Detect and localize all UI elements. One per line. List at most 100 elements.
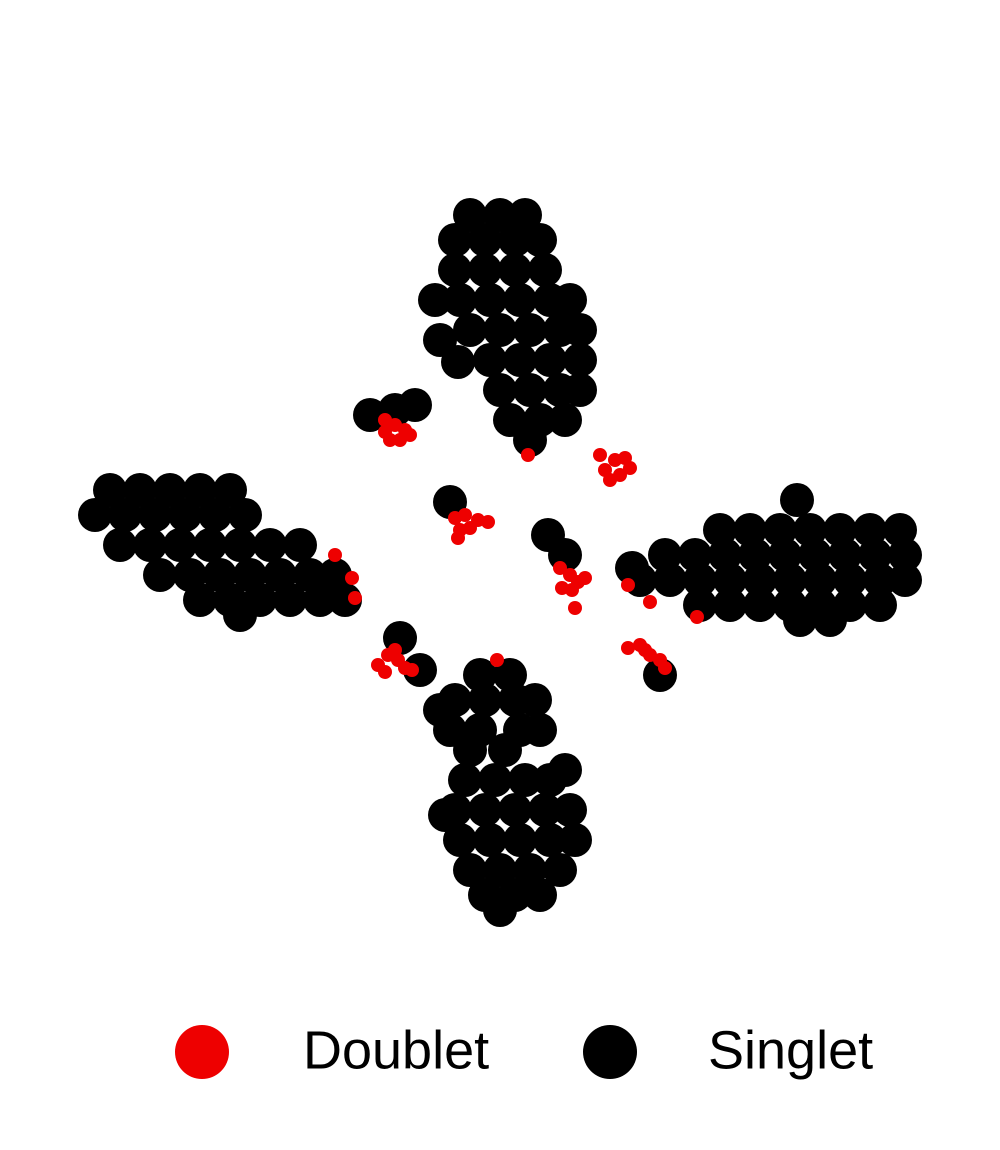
point <box>468 683 502 717</box>
point <box>553 283 587 317</box>
point <box>473 343 507 377</box>
point <box>388 643 402 657</box>
point <box>138 498 172 532</box>
point <box>593 448 607 462</box>
point <box>813 603 847 637</box>
point <box>528 793 562 827</box>
point <box>483 198 517 232</box>
point <box>283 528 317 562</box>
point <box>78 498 112 532</box>
point <box>483 373 517 407</box>
point <box>615 551 649 585</box>
point <box>643 595 657 609</box>
point <box>473 823 507 857</box>
point <box>223 598 257 632</box>
point <box>508 763 542 797</box>
point <box>438 253 472 287</box>
point <box>453 313 487 347</box>
point <box>690 610 704 624</box>
point <box>863 588 897 622</box>
point <box>563 343 597 377</box>
point <box>213 473 247 507</box>
point <box>198 498 232 532</box>
point <box>443 823 477 857</box>
point <box>498 253 532 287</box>
point <box>483 893 517 927</box>
point <box>513 373 547 407</box>
point <box>133 528 167 562</box>
point <box>468 253 502 287</box>
point <box>780 483 814 517</box>
point <box>468 223 502 257</box>
legend-label: Singlet <box>708 1020 873 1080</box>
point <box>888 563 922 597</box>
point <box>143 558 177 592</box>
point <box>713 563 747 597</box>
point <box>743 588 777 622</box>
point <box>108 498 142 532</box>
point <box>483 853 517 887</box>
point <box>773 563 807 597</box>
point <box>553 561 567 575</box>
point <box>621 641 635 655</box>
point <box>578 571 592 585</box>
point <box>623 461 637 475</box>
legend-marker <box>583 1025 637 1079</box>
point <box>483 313 517 347</box>
legend-label: Doublet <box>303 1020 489 1080</box>
point <box>533 823 567 857</box>
point <box>353 398 387 432</box>
point <box>303 583 337 617</box>
point <box>490 653 504 667</box>
point <box>621 578 635 592</box>
point <box>683 563 717 597</box>
point <box>528 253 562 287</box>
point <box>428 798 462 832</box>
point <box>523 223 557 257</box>
point <box>453 853 487 887</box>
point <box>448 763 482 797</box>
point <box>273 583 307 617</box>
point <box>521 448 535 462</box>
point <box>568 601 582 615</box>
point <box>888 538 922 572</box>
point <box>451 531 465 545</box>
point <box>458 508 472 522</box>
point <box>443 283 477 317</box>
point <box>378 665 392 679</box>
point <box>433 485 467 519</box>
point <box>803 563 837 597</box>
point <box>498 223 532 257</box>
point <box>153 473 187 507</box>
point <box>518 683 552 717</box>
legend-marker <box>175 1025 229 1079</box>
point <box>713 588 747 622</box>
point <box>403 428 417 442</box>
point <box>473 283 507 317</box>
point <box>253 528 287 562</box>
point <box>183 473 217 507</box>
point <box>441 345 475 379</box>
point <box>503 343 537 377</box>
point <box>453 733 487 767</box>
legend: Doublet Singlet <box>175 1020 873 1080</box>
point <box>453 198 487 232</box>
point <box>783 603 817 637</box>
point <box>123 473 157 507</box>
point <box>563 313 597 347</box>
point <box>403 653 437 687</box>
point <box>423 693 457 727</box>
point <box>193 528 227 562</box>
point <box>498 793 532 827</box>
point <box>548 753 582 787</box>
point <box>163 528 197 562</box>
point <box>378 425 392 439</box>
point <box>478 763 512 797</box>
point <box>418 283 452 317</box>
point <box>481 515 495 529</box>
point <box>563 373 597 407</box>
point <box>463 521 477 535</box>
point <box>863 563 897 597</box>
point <box>328 548 342 562</box>
